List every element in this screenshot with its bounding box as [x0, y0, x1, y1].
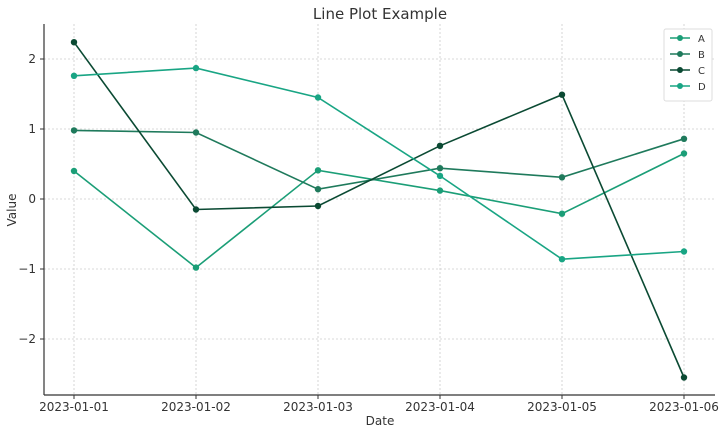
series-layer	[70, 39, 688, 381]
x-tick-label: 2023-01-04	[405, 400, 475, 414]
y-tick-label: 0	[28, 192, 36, 206]
y-tick-label: 2	[28, 52, 36, 66]
data-point-D	[680, 248, 688, 255]
data-point-D	[192, 64, 200, 72]
data-point-C	[436, 142, 444, 149]
data-point-A	[314, 167, 322, 174]
data-point-D	[436, 172, 444, 180]
legend-marker-B	[677, 51, 683, 57]
series-line-C	[73, 41, 685, 378]
legend-label-C: C	[698, 66, 705, 77]
legend-box	[663, 28, 713, 102]
data-point-C	[558, 91, 566, 98]
data-point-B	[558, 174, 566, 181]
y-axis-label: Value	[5, 194, 19, 227]
x-tick-label: 2023-01-05	[527, 400, 597, 414]
data-point-D	[314, 94, 322, 101]
data-point-A	[192, 264, 200, 271]
series-line-D	[73, 67, 685, 261]
data-point-A	[436, 187, 444, 194]
data-point-C	[680, 374, 688, 381]
data-point-C	[70, 39, 78, 46]
data-point-B	[314, 186, 322, 193]
data-point-B	[192, 129, 200, 136]
tick-labels: 2023-01-01 2023-01-02 2023-01-03 2023-01-04…	[18, 52, 719, 414]
y-tick-label: 1	[28, 122, 36, 136]
legend-marker-A	[677, 35, 683, 41]
x-tick-label: 2023-01-03	[283, 400, 353, 414]
x-axis-label: Date	[366, 414, 395, 428]
axes	[40, 24, 715, 399]
series-line-B	[73, 129, 685, 191]
legend-marker-C	[677, 67, 683, 73]
x-tick-label: 2023-01-01	[39, 400, 109, 414]
data-point-B	[70, 127, 78, 134]
data-point-C	[192, 206, 200, 213]
grid-lines	[44, 24, 715, 395]
y-tick-label: −1	[18, 262, 36, 276]
data-point-B	[680, 135, 688, 142]
chart-title: Line Plot Example	[313, 5, 447, 23]
data-point-A	[70, 167, 78, 175]
series-line-A	[73, 152, 685, 269]
legend-label-D: D	[698, 82, 706, 93]
x-tick-label: 2023-01-06	[649, 400, 719, 414]
data-point-C	[314, 202, 322, 210]
legend-marker-D	[677, 83, 683, 89]
x-tick-label: 2023-01-02	[161, 400, 231, 414]
data-point-A	[558, 210, 566, 217]
data-point-D	[558, 256, 566, 263]
data-point-D	[70, 72, 78, 80]
y-tick-label: −2	[18, 332, 36, 346]
data-point-B	[436, 165, 444, 172]
legend-label-B: B	[698, 50, 705, 61]
legend-label-A: A	[698, 34, 705, 45]
data-point-A	[680, 150, 688, 157]
